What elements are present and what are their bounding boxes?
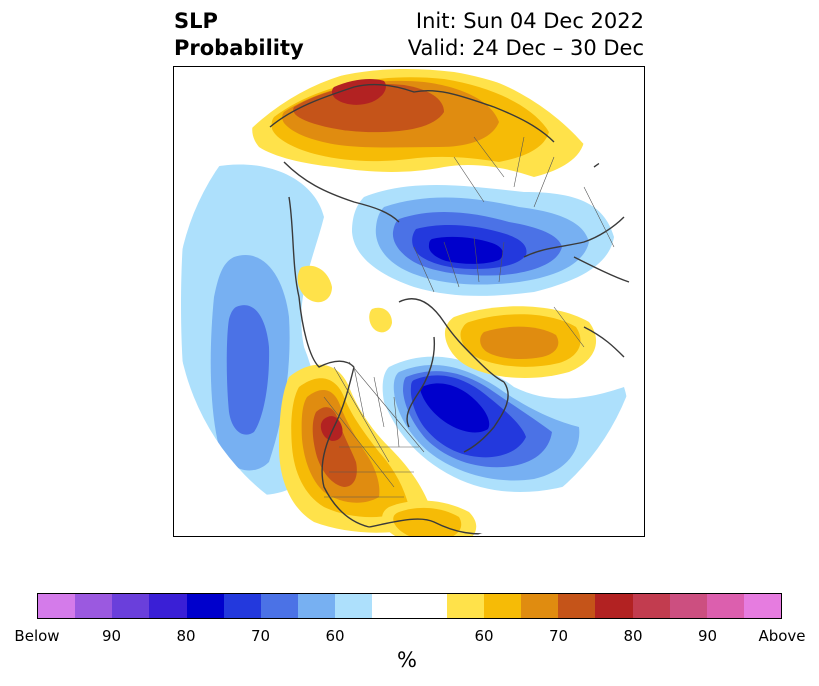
colorbar-segment <box>298 594 336 618</box>
colorbar-segment <box>706 594 744 618</box>
asia-high-60 <box>297 265 332 303</box>
colorbar-segment <box>260 594 299 618</box>
colorbar-segment <box>186 594 224 618</box>
colorbar-segment <box>335 594 373 618</box>
africa-high-65 <box>393 507 462 536</box>
atlantic-low-80 <box>420 383 490 433</box>
colorbar-segment <box>149 594 187 618</box>
pacific-low-70 <box>226 305 270 435</box>
colorbar <box>37 593 782 619</box>
colorbar-segment <box>483 594 522 618</box>
eur-high-80 <box>320 416 343 441</box>
colorbar-segment <box>75 594 113 618</box>
colorbar-segment <box>38 594 76 618</box>
probability-map <box>181 68 630 536</box>
colorbar-segment <box>446 594 484 618</box>
colorbar-tick-label: 60 <box>474 627 494 645</box>
title-type: Probability <box>174 36 304 60</box>
borders <box>323 136 615 498</box>
colorbar-segment <box>558 594 596 618</box>
colorbar-segment <box>669 594 707 618</box>
colorbar-tick-label: 90 <box>101 627 122 645</box>
init-date: Init: Sun 04 Dec 2022 <box>415 9 644 33</box>
chart-dates: Init: Sun 04 Dec 2022 Valid: 24 Dec – 30… <box>408 8 644 62</box>
colorbar-tick-label: 60 <box>325 627 345 645</box>
colorbar-segment <box>632 594 670 618</box>
colorbar-segment <box>595 594 633 618</box>
colorbar-segment <box>223 594 261 618</box>
siberia-low-80 <box>428 236 504 264</box>
colorbar-label: % <box>397 648 417 672</box>
colorbar-tick-label: 90 <box>697 627 718 645</box>
colorbar-tick-label: Above <box>758 627 806 645</box>
chart-title: SLP Probability <box>174 8 304 62</box>
colorbar-segment <box>372 594 410 618</box>
npac-high-70 <box>480 326 559 360</box>
russia-high-75 <box>293 83 444 133</box>
colorbar-segment <box>521 594 559 618</box>
colorbar-tick-label: 70 <box>250 627 271 645</box>
valid-range: Valid: 24 Dec – 30 Dec <box>407 36 644 60</box>
colorbar-tick-label: Below <box>14 627 60 645</box>
pole-high-60 <box>369 307 392 333</box>
colorbar-tick-label: 70 <box>548 627 569 645</box>
map-panel <box>173 66 645 537</box>
colorbar-tick-label: 80 <box>176 627 196 645</box>
colorbar-tick-label: 80 <box>623 627 643 645</box>
colorbar-segment <box>743 594 782 618</box>
colorbar-segment <box>409 594 447 618</box>
colorbar-segment <box>112 594 150 618</box>
coastlines <box>269 83 630 535</box>
russia-high-80 <box>331 79 386 105</box>
title-variable: SLP <box>174 9 218 33</box>
